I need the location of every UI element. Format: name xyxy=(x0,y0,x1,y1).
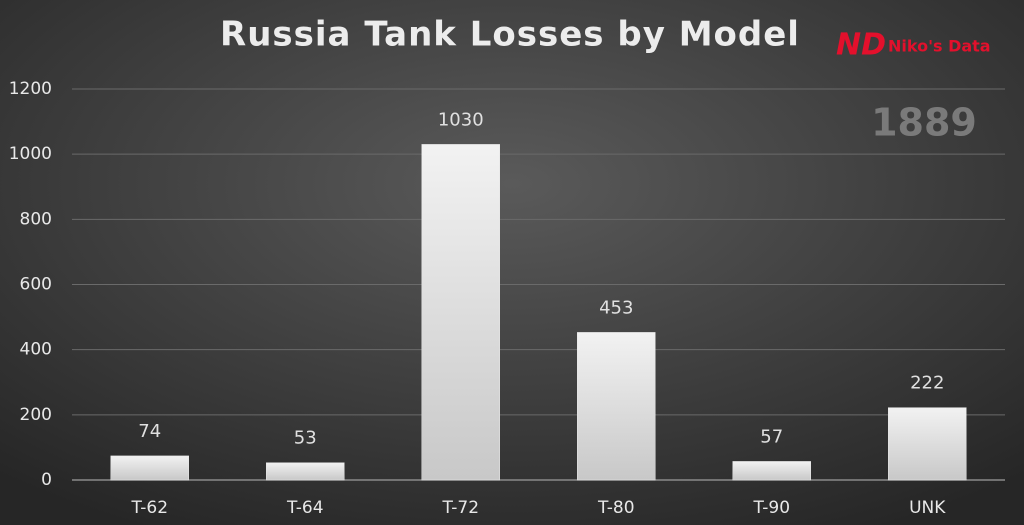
value-label: 222 xyxy=(910,373,944,394)
value-label: 53 xyxy=(294,428,317,449)
bar xyxy=(110,455,189,481)
bar xyxy=(577,332,656,481)
value-label: 74 xyxy=(138,421,161,442)
value-label: 1030 xyxy=(438,109,484,130)
y-tick-label: 400 xyxy=(20,340,52,360)
y-tick-label: 600 xyxy=(20,275,52,295)
x-tick-label: T-64 xyxy=(286,498,324,518)
bar xyxy=(266,462,345,481)
x-tick-label: T-90 xyxy=(752,498,790,518)
bar xyxy=(421,144,500,481)
chart-title: Russia Tank Losses by Model xyxy=(220,15,800,55)
y-tick-label: 1200 xyxy=(9,79,52,99)
y-tick-label: 200 xyxy=(20,405,52,425)
y-tick-label: 0 xyxy=(41,470,52,490)
y-tick-label: 800 xyxy=(20,209,52,229)
bar xyxy=(732,461,811,481)
annotation: 1889 xyxy=(871,101,977,145)
value-label: 57 xyxy=(760,426,783,447)
value-label: 453 xyxy=(599,297,633,318)
logo-mark: ND xyxy=(836,28,886,63)
x-tick-label: UNK xyxy=(909,498,946,518)
logo-text: Niko's Data xyxy=(888,37,991,56)
x-tick-label: T-62 xyxy=(130,498,168,518)
bar xyxy=(888,407,967,481)
x-tick-label: T-80 xyxy=(597,498,635,518)
y-tick-label: 1000 xyxy=(9,144,52,164)
x-tick-label: T-72 xyxy=(441,498,479,518)
